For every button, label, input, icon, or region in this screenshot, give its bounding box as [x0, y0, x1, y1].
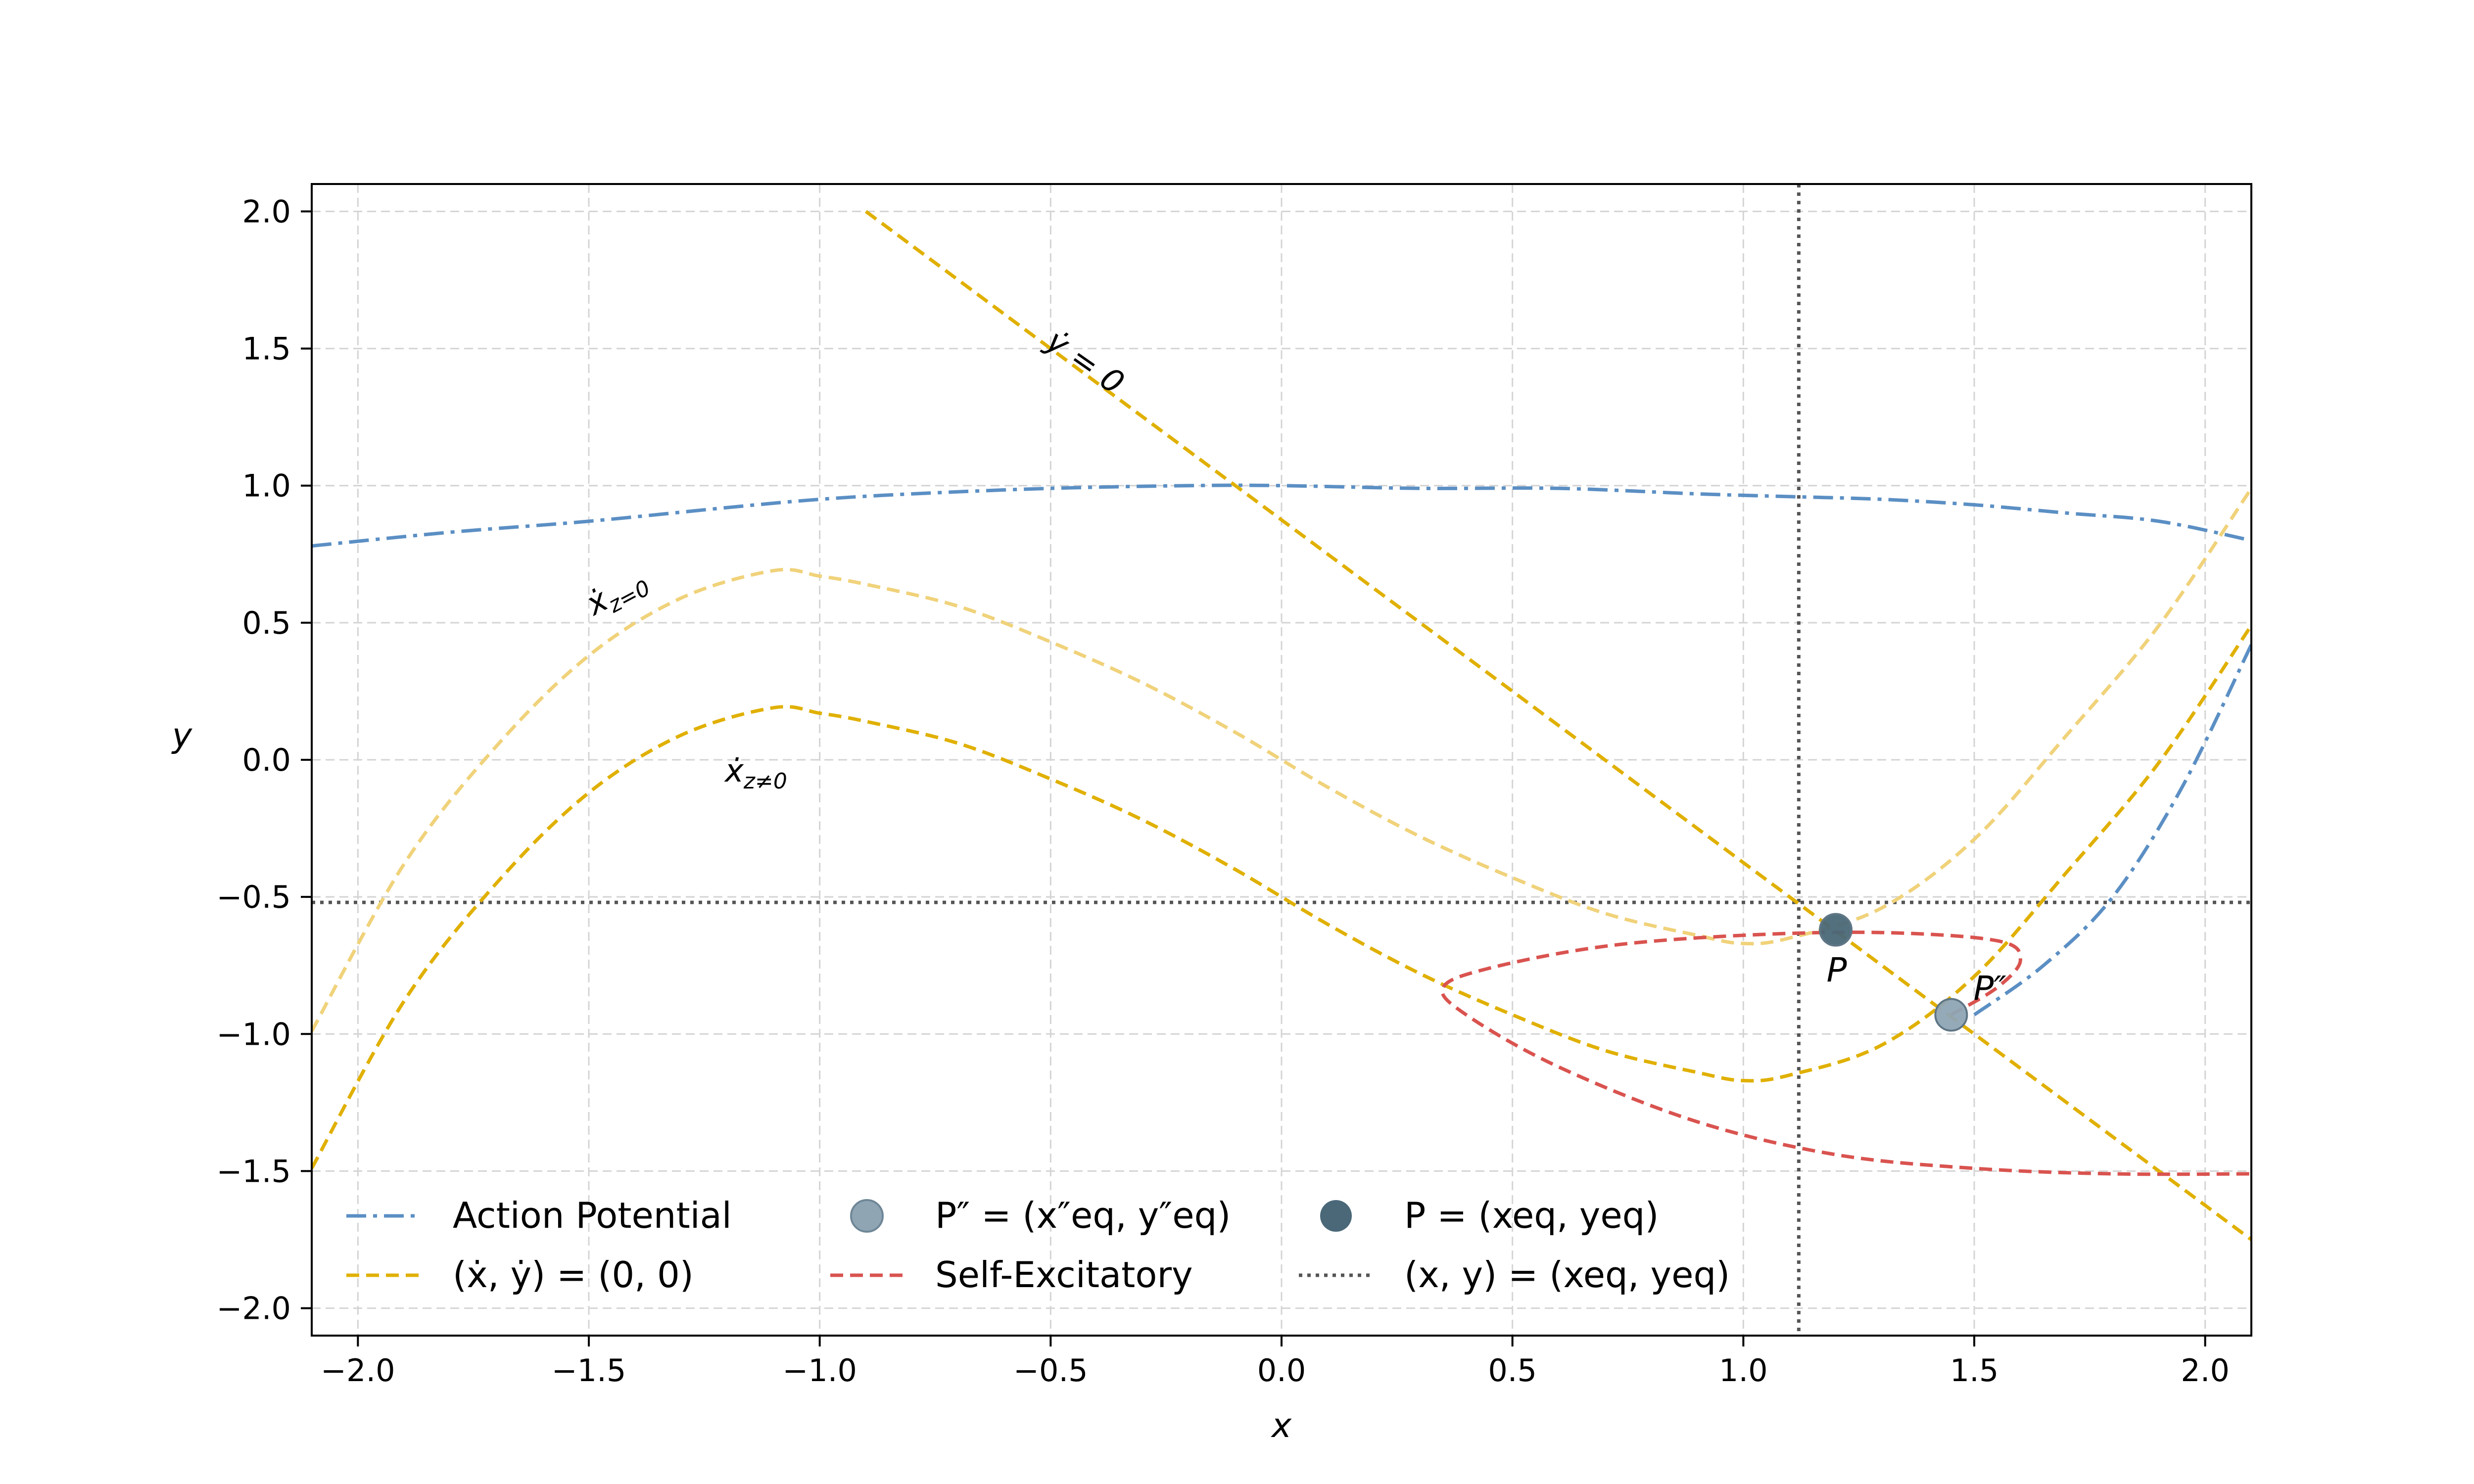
point-p-double-prime — [1934, 998, 1968, 1032]
x-tick-label: −2.0 — [321, 1352, 395, 1389]
plot-area — [312, 210, 2251, 1241]
x-tick-label: 1.0 — [1719, 1352, 1768, 1389]
reference-lines — [312, 184, 2251, 1336]
legend-swatch-p-double-prime — [850, 1199, 884, 1233]
legend-label-p-double-prime: P″ = (x″eq, y″eq) — [935, 1195, 1231, 1236]
x-tick-label: 0.5 — [1488, 1352, 1537, 1389]
series-action-potential-branch-1 — [1973, 644, 2251, 1017]
x-tick-label: −1.5 — [552, 1352, 626, 1389]
y-tick-label: 0.5 — [242, 605, 291, 641]
x-axis: −2.0 −1.5 −1.0 −0.5 0.0 0.5 1.0 1.5 2.0 — [321, 1336, 2230, 1389]
annotation-xdot-z-nonzero: ẋz≠0 — [724, 753, 787, 794]
y-tick-label: 2.0 — [242, 193, 291, 230]
y-tick-label: 0.0 — [242, 742, 291, 778]
x-tick-label: 0.0 — [1257, 1352, 1306, 1389]
legend-label-p: P = (xeq, yeq) — [1404, 1195, 1659, 1236]
x-tick-label: 1.5 — [1950, 1352, 1999, 1389]
legend-label-nullclines: (ẋ, ẏ) = (0, 0) — [453, 1254, 694, 1296]
x-tick-label: −1.0 — [782, 1352, 857, 1389]
y-tick-label: −2.0 — [216, 1291, 291, 1327]
x-tick-label: −0.5 — [1013, 1352, 1088, 1389]
y-axis-label: y — [171, 716, 192, 755]
legend-label-self-excitatory: Self-Excitatory — [935, 1254, 1193, 1296]
legend-label-action-potential: Action Potential — [453, 1195, 732, 1236]
y-tick-label: −0.5 — [216, 879, 291, 915]
y-tick-label: 1.0 — [242, 468, 291, 504]
series-z-0-4 — [312, 624, 2251, 1169]
series-z-0-3 — [312, 487, 2251, 1032]
y-tick-label: −1.5 — [216, 1153, 291, 1189]
series-action-potential-0 — [312, 483, 2251, 548]
point-label-p-double-prime: P″ — [1973, 969, 2006, 1008]
legend-swatch-p — [1320, 1200, 1352, 1232]
point-p — [1819, 913, 1853, 947]
x-tick-label: 2.0 — [2181, 1352, 2230, 1389]
series-0-2 — [864, 210, 2251, 1241]
y-tick-label: −1.0 — [216, 1016, 291, 1052]
x-axis-label: x — [1271, 1406, 1292, 1445]
y-tick-label: 1.5 — [242, 331, 291, 367]
point-label-p: P — [1826, 951, 1847, 990]
y-axis: 2.0 1.5 1.0 0.5 0.0 −0.5 −1.0 −1.5 −2.0 — [216, 193, 312, 1327]
legend-label-equilibrium-lines: (x, y) = (xeq, yeq) — [1404, 1254, 1730, 1296]
series-layer — [312, 210, 2251, 1241]
points-layer: P P″ — [1819, 913, 2006, 1032]
legend: Action Potential (ẋ, ẏ) = (0, 0) P″ = (x… — [346, 1195, 1730, 1296]
grid — [312, 184, 2251, 1336]
